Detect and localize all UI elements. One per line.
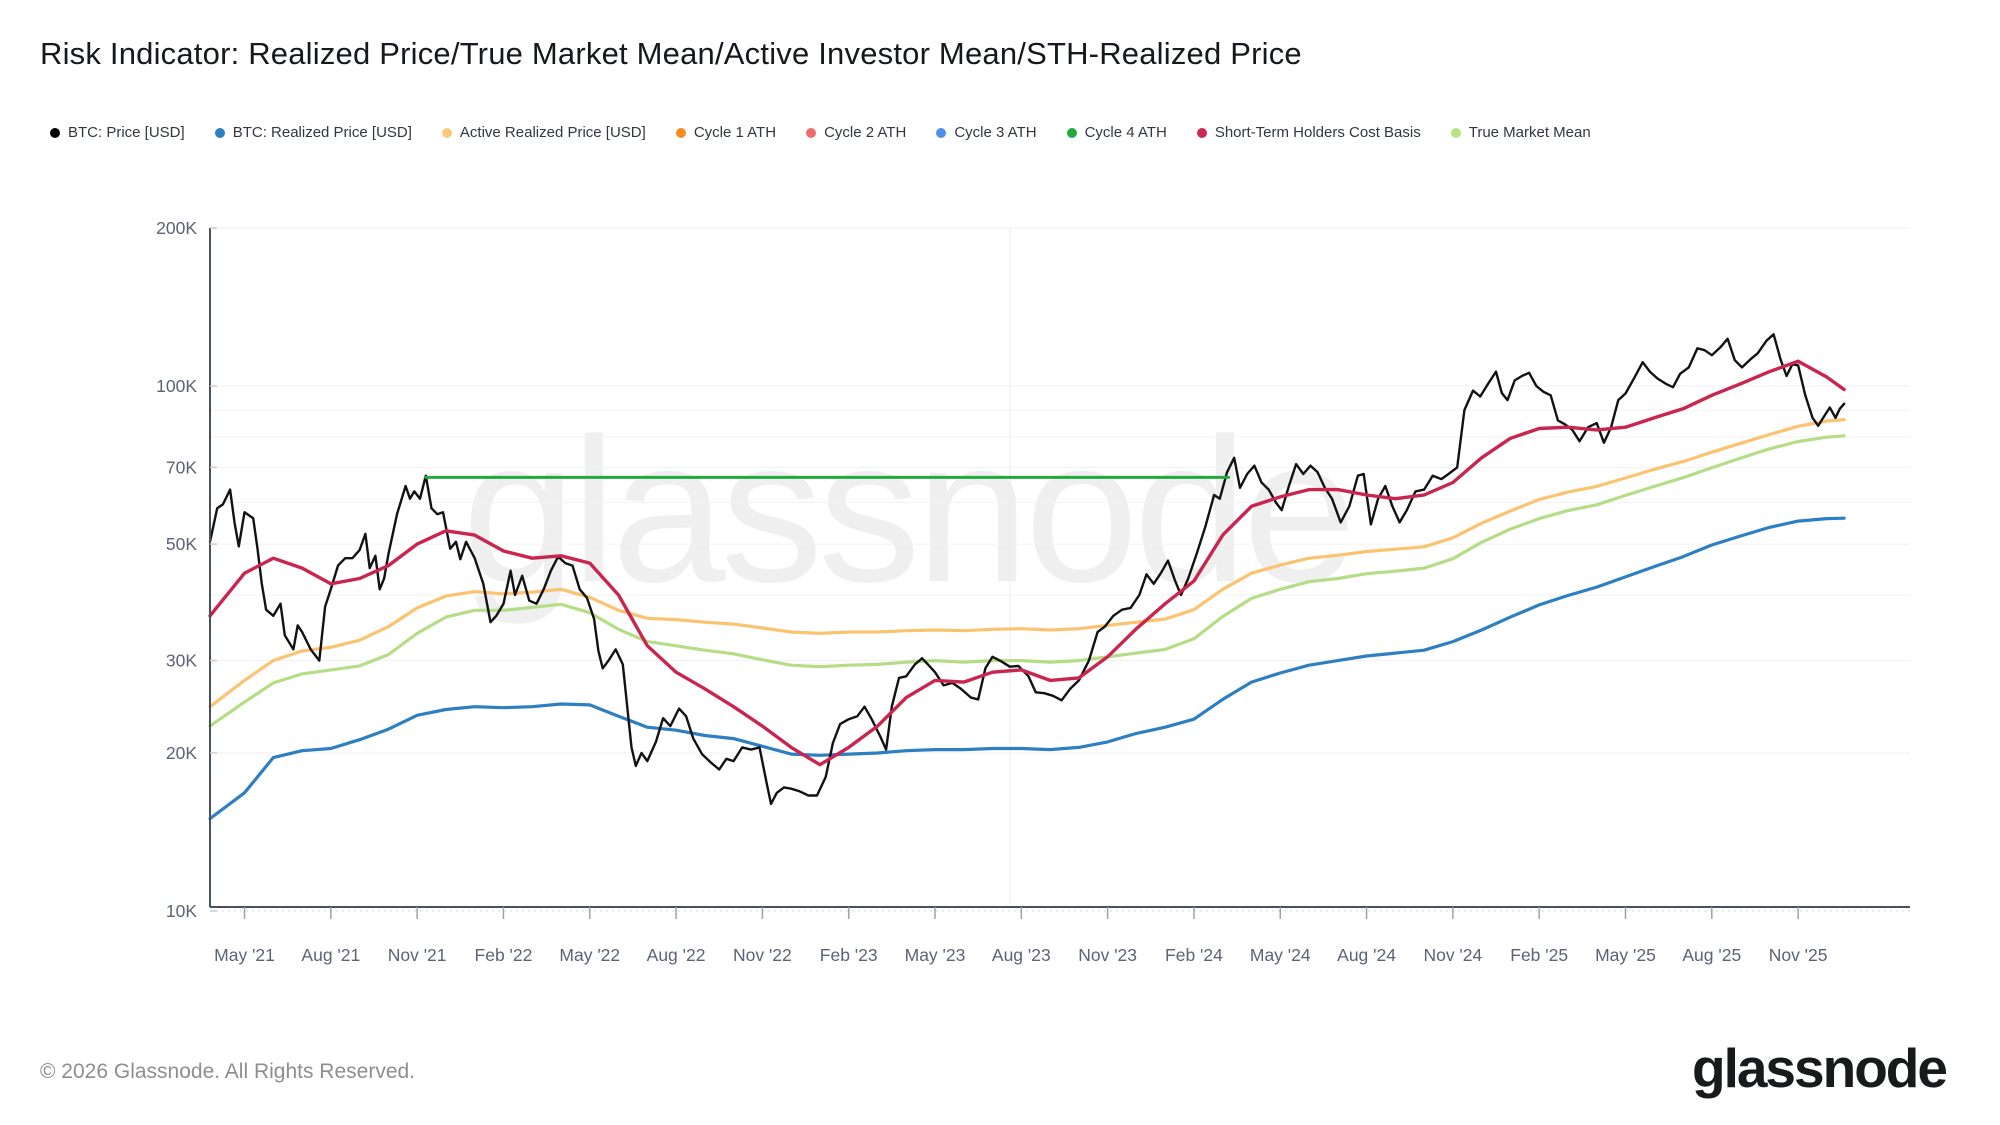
y-axis-label: 30K [166,651,197,671]
legend-dot-icon [1196,127,1207,138]
legend-item-short-term-holders-cost-basis[interactable]: Short-Term Holders Cost Basis [1196,124,1421,141]
series-short-term-holders-cost-basis [208,359,1846,767]
series-active-realized-price-usd [208,418,1846,709]
legend-item-cycle-3-ath[interactable]: Cycle 3 ATH [936,124,1037,141]
x-axis-label: Aug '24 [1337,945,1396,965]
glassnode-watermark: glassnode [462,396,1357,625]
x-axis-label: May '25 [1595,945,1656,965]
legend-dot-icon [214,127,225,138]
y-axis-label: 70K [166,457,197,477]
legend-dot-icon [441,127,452,138]
x-axis-label: Nov '25 [1769,945,1828,965]
x-axis-label: Nov '21 [388,945,447,965]
x-axis-label: Nov '24 [1423,945,1482,965]
glassnode-logo: glassnode [1691,1037,1948,1099]
x-axis-label: Feb '23 [820,945,878,965]
legend-item-btc-price-usd[interactable]: BTC: Price [USD] [50,124,185,141]
copyright-text: © 2026 Glassnode. All Rights Reserved. [40,1060,416,1083]
legend-dot-icon [1066,127,1077,138]
legend-item-label: True Market Mean [1468,124,1591,141]
y-axis-label: 10K [166,901,197,921]
y-axis-label: 20K [166,743,197,763]
legend-item-cycle-4-ath[interactable]: Cycle 4 ATH [1066,124,1167,141]
legend-dot-icon [675,127,686,138]
x-axis-label: Aug '21 [301,945,360,965]
x-axis-label: Aug '25 [1682,945,1741,965]
legend-dot-icon [50,127,60,138]
legend: BTC: Price [USD] BTC: Realized Price [USD… [50,124,1591,141]
legend-item-label: Cycle 4 ATH [1084,124,1167,141]
series-btc-realized-price-usd [208,516,1846,821]
x-axis-label: May '24 [1250,945,1311,965]
series-btc-price-usd [208,333,1846,806]
legend-item-label: BTC: Realized Price [USD] [232,124,412,141]
x-axis-label: Aug '23 [992,945,1051,965]
x-axis-label: Feb '22 [475,945,533,965]
legend-item-label: BTC: Price [USD] [68,124,185,141]
x-axis-label: May '22 [559,945,620,965]
legend-item-label: Short-Term Holders Cost Basis [1214,124,1421,141]
x-axis-label: Feb '25 [1510,945,1568,965]
x-axis-label: Nov '22 [733,945,792,965]
legend-item-label: Cycle 2 ATH [824,124,907,141]
y-axis-label: 100K [156,376,197,396]
legend-dot-icon [806,127,817,138]
x-axis-label: May '21 [214,945,275,965]
x-axis-label: Feb '24 [1165,945,1223,965]
y-axis-label: 200K [156,218,197,238]
legend-item-true-market-mean[interactable]: True Market Mean [1450,124,1591,141]
legend-dot-icon [936,127,947,138]
series-true-market-mean [208,434,1846,728]
x-axis-label: May '23 [905,945,966,965]
y-axis-label: 50K [166,534,197,554]
legend-item-cycle-2-ath[interactable]: Cycle 2 ATH [806,124,906,141]
legend-item-label: Active Realized Price [USD] [459,124,646,141]
legend-item-cycle-1-ath[interactable]: Cycle 1 ATH [675,124,777,141]
x-axis-label: Nov '23 [1078,945,1137,965]
legend-item-label: Cycle 3 ATH [954,124,1037,141]
legend-item-label: Cycle 1 ATH [693,124,777,141]
page-title: Risk Indicator: Realized Price/True Mark… [40,36,1302,71]
legend-dot-icon [1450,127,1461,138]
legend-item-btc-realized-price-usd[interactable]: BTC: Realized Price [USD] [214,124,412,141]
legend-item-active-realized-price-usd[interactable]: Active Realized Price [USD] [441,124,646,141]
x-axis-label: Aug '22 [647,945,706,965]
